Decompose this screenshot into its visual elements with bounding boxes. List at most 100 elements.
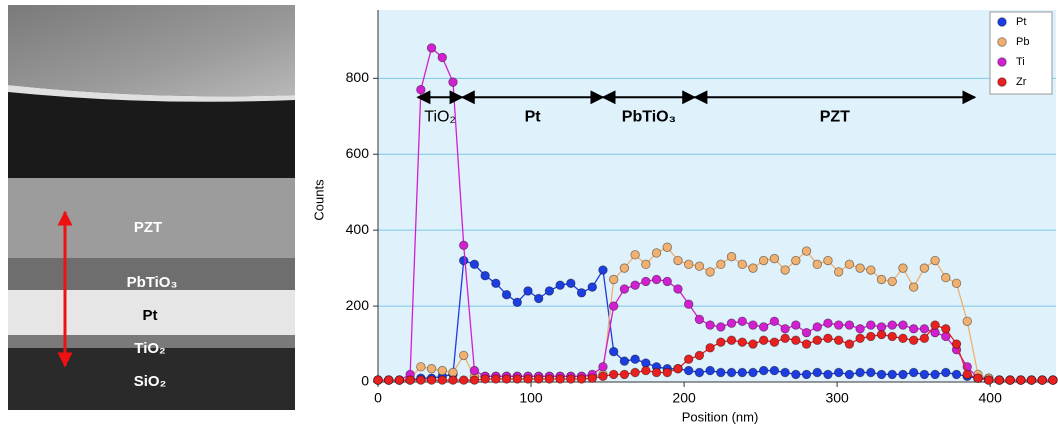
data-point bbox=[941, 324, 951, 334]
data-point bbox=[833, 367, 844, 378]
data-point bbox=[930, 255, 940, 266]
data-point bbox=[887, 320, 897, 330]
data-point bbox=[887, 276, 897, 287]
data-point bbox=[769, 316, 780, 326]
data-point bbox=[1026, 375, 1037, 385]
data-point bbox=[651, 367, 662, 378]
data-point bbox=[576, 374, 587, 384]
data-point bbox=[758, 335, 769, 345]
range-label: Pt bbox=[525, 109, 542, 126]
data-point bbox=[405, 375, 415, 385]
data-point bbox=[812, 367, 822, 378]
data-point bbox=[694, 314, 705, 325]
data-point bbox=[876, 329, 887, 340]
data-point bbox=[726, 335, 737, 345]
data-point bbox=[641, 365, 651, 376]
data-point bbox=[983, 375, 994, 385]
data-point bbox=[501, 289, 512, 300]
layer-label: TiO₂ bbox=[134, 340, 165, 357]
data-point bbox=[683, 354, 694, 364]
y-tick-label: 200 bbox=[346, 297, 370, 313]
y-axis-label: Counts bbox=[311, 179, 326, 221]
data-point bbox=[608, 346, 619, 357]
data-point bbox=[448, 375, 458, 385]
data-point bbox=[973, 373, 983, 383]
data-point bbox=[791, 320, 801, 330]
data-point bbox=[619, 284, 630, 294]
data-point bbox=[576, 288, 587, 298]
data-point bbox=[951, 369, 962, 380]
data-point bbox=[426, 43, 437, 53]
data-point bbox=[823, 369, 833, 380]
legend-swatch bbox=[997, 77, 1007, 87]
legend-swatch bbox=[997, 17, 1007, 27]
data-point bbox=[480, 271, 490, 281]
data-point bbox=[823, 333, 833, 344]
data-point bbox=[641, 276, 651, 287]
data-point bbox=[598, 265, 608, 275]
data-point bbox=[898, 369, 908, 380]
data-point bbox=[758, 365, 769, 376]
data-point bbox=[994, 375, 1005, 385]
data-point bbox=[726, 367, 737, 378]
data-point bbox=[426, 375, 437, 385]
data-point bbox=[887, 331, 897, 342]
data-point bbox=[598, 362, 608, 372]
data-point bbox=[426, 364, 437, 374]
legend-label: Zr bbox=[1016, 76, 1027, 88]
data-point bbox=[898, 320, 908, 330]
data-point bbox=[469, 365, 480, 376]
data-point bbox=[384, 375, 394, 385]
data-point bbox=[416, 375, 426, 385]
data-point bbox=[855, 263, 865, 273]
data-point bbox=[887, 369, 897, 380]
data-point bbox=[459, 240, 469, 251]
data-point bbox=[823, 255, 833, 266]
layer-label: PZT bbox=[134, 219, 162, 236]
data-point bbox=[662, 242, 672, 252]
data-point bbox=[962, 316, 972, 326]
data-point bbox=[758, 255, 769, 266]
data-point bbox=[801, 327, 812, 338]
data-point bbox=[480, 374, 490, 384]
data-point bbox=[941, 367, 951, 378]
data-point bbox=[737, 367, 747, 378]
data-point bbox=[694, 367, 705, 378]
data-point bbox=[694, 350, 705, 361]
data-point bbox=[716, 322, 726, 332]
data-point bbox=[823, 318, 833, 328]
data-point bbox=[587, 373, 597, 383]
data-point bbox=[373, 375, 383, 385]
data-point bbox=[619, 356, 630, 366]
data-point bbox=[1037, 375, 1047, 385]
data-point bbox=[769, 365, 780, 376]
data-point bbox=[833, 335, 844, 345]
data-point bbox=[630, 250, 640, 260]
data-point bbox=[437, 52, 447, 63]
data-point bbox=[598, 371, 608, 382]
data-point bbox=[566, 278, 576, 289]
data-point bbox=[716, 337, 726, 347]
data-point bbox=[705, 267, 715, 277]
data-point bbox=[844, 320, 855, 330]
range-label: TiO₂ bbox=[424, 109, 455, 126]
data-point bbox=[523, 374, 533, 384]
data-point bbox=[1016, 375, 1026, 385]
data-point bbox=[673, 255, 683, 266]
data-point bbox=[630, 280, 640, 290]
data-point bbox=[641, 259, 651, 270]
data-point bbox=[673, 284, 683, 294]
data-point bbox=[437, 375, 447, 385]
data-point bbox=[416, 85, 426, 95]
data-point bbox=[726, 318, 737, 328]
data-point bbox=[469, 375, 480, 385]
data-point bbox=[459, 350, 469, 361]
data-point bbox=[844, 339, 855, 349]
data-point bbox=[737, 259, 747, 270]
data-point bbox=[769, 337, 780, 347]
data-point bbox=[844, 259, 855, 270]
data-point bbox=[673, 364, 683, 374]
data-point bbox=[855, 367, 865, 378]
data-point bbox=[758, 322, 769, 332]
